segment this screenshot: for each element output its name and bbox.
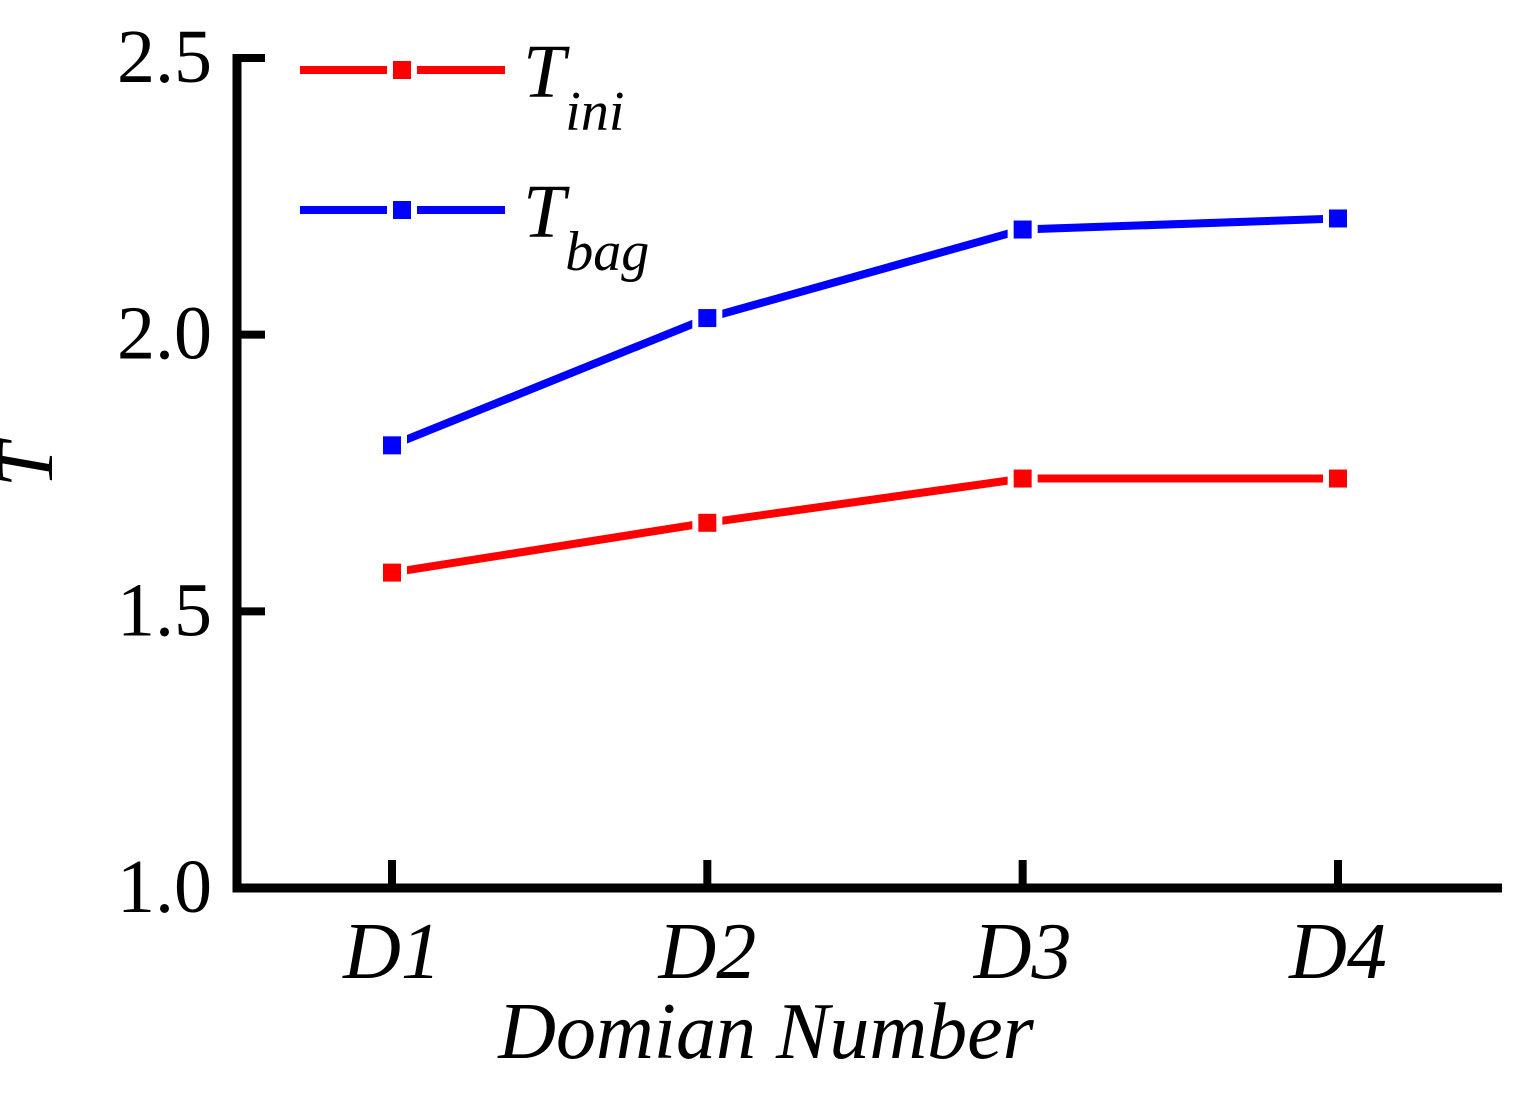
- data-series: [377, 203, 1353, 588]
- x-tick-label: D4: [1288, 908, 1387, 996]
- legend-swatch-marker: [387, 195, 417, 225]
- legend-label: Tini: [523, 30, 624, 143]
- legend-label-subscript: bag: [565, 221, 649, 283]
- data-point-T_ini-D2: [692, 507, 723, 538]
- legend-label-subscript: ini: [565, 81, 624, 143]
- legend-swatch-marker: [387, 55, 417, 85]
- legend-label: Tbag: [523, 170, 649, 283]
- x-tick-label: D3: [973, 908, 1072, 996]
- data-point-T_bag-D4: [1322, 203, 1353, 234]
- y-tick-label: 1.0: [117, 845, 212, 929]
- data-point-T_ini-D4: [1322, 463, 1353, 494]
- x-axis-title: Domian Number: [497, 988, 1034, 1076]
- legend-item-T_bag: Tbag: [300, 170, 649, 283]
- data-point-T_bag-D1: [377, 430, 407, 461]
- y-tick-label: 1.5: [117, 568, 212, 652]
- x-tick-label: D1: [342, 908, 441, 996]
- y-axis-title: T: [0, 437, 70, 487]
- series-line-T_ini: [391, 474, 1338, 577]
- data-point-T_ini-D3: [1007, 463, 1038, 494]
- legend: Tini Tbag: [300, 30, 649, 283]
- series-line-T_bag: [390, 214, 1339, 450]
- data-point-T_ini-D1: [377, 557, 407, 588]
- y-tick-label: 2.5: [117, 15, 212, 99]
- axes: 1.0 1.5 2.0 2.5 D1 D2 D3 D4: [117, 15, 1502, 996]
- legend-item-T_ini: Tini: [300, 30, 624, 143]
- data-point-T_bag-D3: [1007, 214, 1038, 245]
- data-point-T_bag-D2: [692, 303, 723, 334]
- y-tick-label: 2.0: [117, 292, 212, 376]
- x-tick-label: D2: [657, 908, 756, 996]
